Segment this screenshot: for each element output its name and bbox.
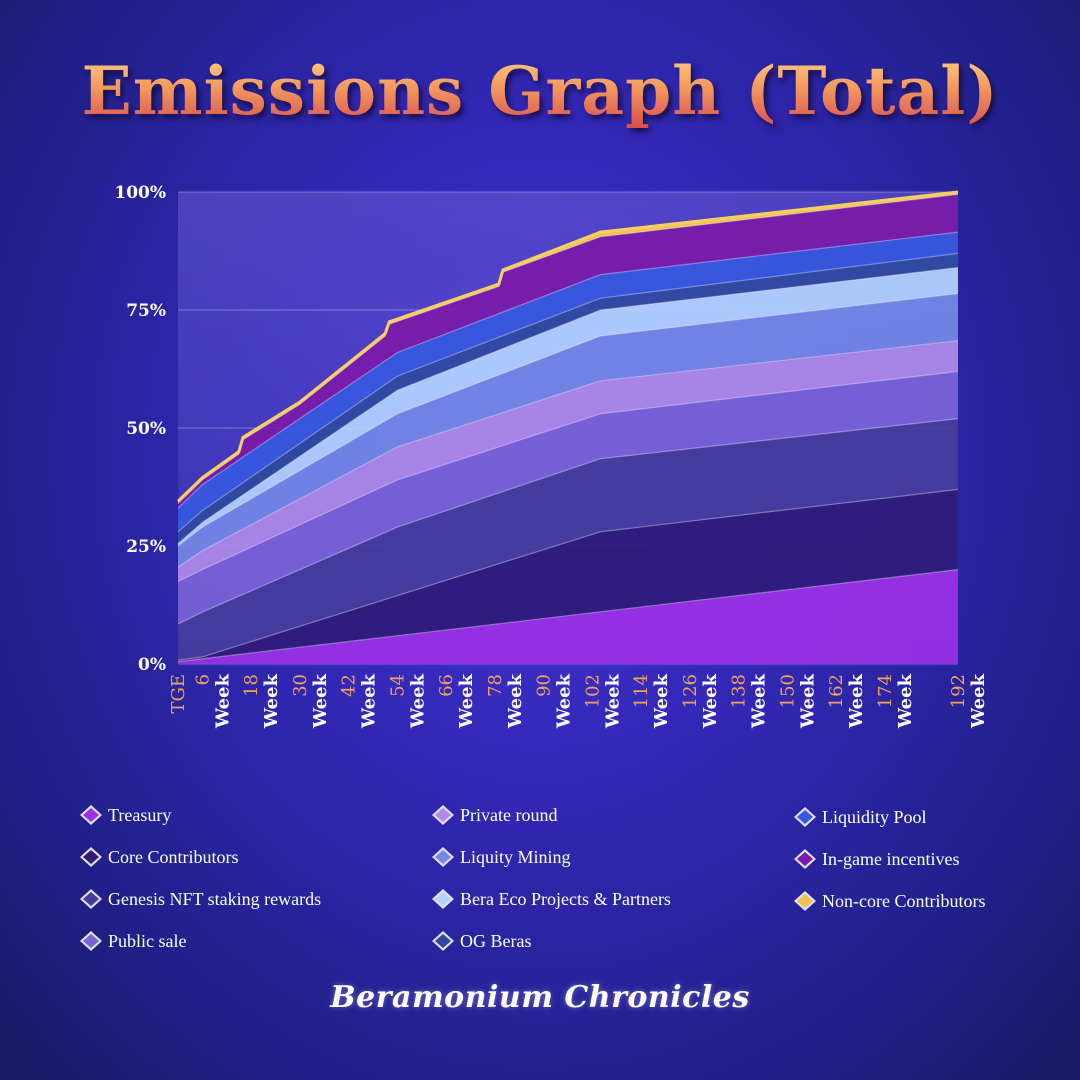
x-axis-ticks: TGE 6Week 18Week 30Week 42Week 54Week 66Week 78… — [168, 673, 989, 729]
legend-label: OG Beras — [460, 930, 532, 951]
x-tick-label: 192Week — [948, 673, 989, 729]
y-tick-label: 50% — [126, 419, 166, 439]
diamond-swatch-icon — [432, 931, 454, 951]
diamond-swatch-icon — [80, 889, 102, 909]
diamond-swatch-icon — [80, 805, 102, 825]
x-tick-label: 78Week — [485, 673, 526, 729]
area-in-game-incentives — [178, 194, 958, 509]
area-bera-eco-projects-partners — [178, 267, 958, 546]
legend-item: Public sale — [78, 929, 187, 953]
x-tick-label: 18Week — [241, 673, 282, 729]
edge-treasury — [177, 569, 959, 663]
edge-genesis-nft-staking-rewards — [177, 418, 959, 625]
x-tick-label: 114Week — [631, 673, 672, 729]
edge-public-sale — [177, 370, 959, 582]
legend-label: Liquity Mining — [460, 846, 571, 867]
legend-item: Private round — [430, 803, 557, 827]
edge-liquity-mining — [177, 292, 959, 547]
diamond-swatch-icon — [80, 931, 102, 951]
area-edges — [176, 190, 959, 663]
legend-label: Core Contributors — [108, 846, 239, 867]
area-liquidity-pool — [178, 232, 958, 532]
y-tick-label: 0% — [138, 655, 166, 675]
x-tick-label: 174Week — [875, 673, 916, 729]
legend-label: Public sale — [108, 930, 187, 951]
x-tick-label: 42Week — [339, 673, 380, 729]
x-tick-label: 162Week — [826, 673, 867, 729]
legend-label: Genesis NFT staking rewards — [108, 888, 322, 909]
legend-label: Liquidity Pool — [822, 806, 927, 827]
diamond-swatch-icon — [432, 805, 454, 825]
area-series — [178, 192, 958, 664]
brand-logo: Beramonium Chronicles — [0, 980, 1080, 1015]
diamond-swatch-icon — [80, 847, 102, 867]
y-tick-label: 75% — [126, 301, 166, 321]
x-tick-label: 6Week — [192, 673, 233, 729]
legend-item: Core Contributors — [78, 845, 239, 869]
area-og-beras — [178, 253, 958, 544]
x-tick-label: 54Week — [387, 673, 428, 729]
legend-label: Bera Eco Projects & Partners — [460, 888, 671, 909]
legend-label: In-game incentives — [822, 848, 960, 869]
area-treasury — [178, 569, 958, 664]
edge-private-round — [177, 340, 959, 568]
x-tick-label: 138Week — [729, 673, 770, 729]
x-tick-label: 90Week — [534, 673, 575, 729]
x-tick-label: 126Week — [680, 673, 721, 729]
diamond-swatch-icon — [432, 889, 454, 909]
area-private-round — [178, 340, 958, 582]
area-public-sale — [178, 371, 958, 624]
edge-non-core-contributors — [176, 190, 959, 503]
legend-label: Non-core Contributors — [822, 890, 986, 911]
y-tick-label: 100% — [114, 183, 166, 203]
area-genesis-nft-staking-rewards — [178, 418, 958, 661]
area-liquity-mining — [178, 293, 958, 568]
x-tick-label: 150Week — [777, 673, 818, 729]
area-core-contributors — [178, 489, 958, 662]
edge-og-beras — [177, 252, 959, 533]
diamond-swatch-icon — [794, 849, 816, 869]
legend-item: Non-core Contributors — [792, 889, 985, 913]
legend-item: Treasury — [78, 803, 171, 827]
x-tick-label: 30Week — [290, 673, 331, 729]
brand-text: Beramonium Chronicles — [330, 980, 750, 1015]
x-tick-label: 102Week — [582, 673, 623, 729]
chart-title: Emissions Graph (Total) — [0, 52, 1080, 130]
legend-item: Genesis NFT staking rewards — [78, 887, 321, 911]
diamond-swatch-icon — [794, 807, 816, 827]
diamond-swatch-icon — [794, 891, 816, 911]
diamond-swatch-icon — [432, 847, 454, 867]
x-tick-label: 66Week — [436, 673, 477, 729]
legend-label: Private round — [460, 804, 558, 825]
edge-liquidity-pool — [177, 231, 959, 509]
legend-item: Bera Eco Projects & Partners — [430, 887, 671, 911]
legend-item: OG Beras — [430, 929, 531, 953]
legend-item: Liquidity Pool — [792, 805, 927, 829]
legend-label: Treasury — [108, 804, 172, 825]
legend-item: Liquity Mining — [430, 845, 571, 869]
x-tick-label: TGE — [168, 674, 189, 714]
y-tick-label: 25% — [126, 537, 166, 557]
edge-core-contributors — [177, 488, 959, 661]
legend-item: In-game incentives — [792, 847, 959, 871]
edge-bera-eco-projects-partners — [177, 266, 959, 545]
y-axis-ticks: 0% 25% 50% 75% 100% — [114, 183, 166, 675]
